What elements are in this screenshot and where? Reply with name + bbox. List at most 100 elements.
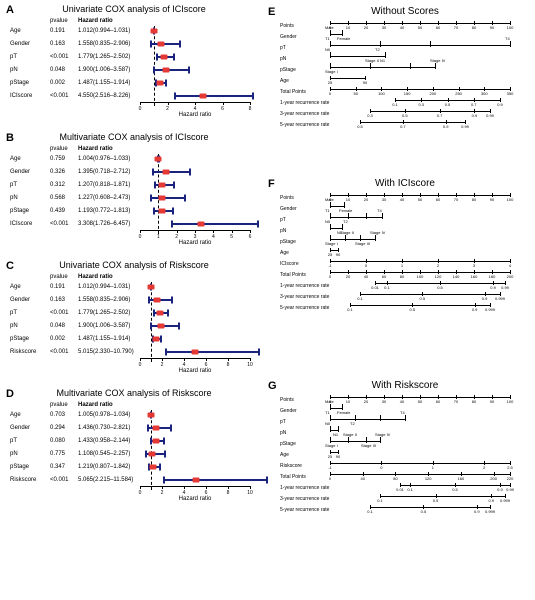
forest-row: pT0.3121.207(0.818–1.871) — [10, 178, 260, 191]
variable-name: pStage — [10, 80, 50, 86]
forest-row: Gender0.1631.558(0.835–2.906) — [10, 293, 260, 306]
nomo-row: pStageStage IStage IIStage IIIStage IV — [280, 438, 530, 449]
variable-name: pN — [10, 451, 50, 457]
pvalue: <0.001 — [50, 477, 78, 483]
nomo-variable: pT — [280, 419, 330, 425]
nomo-scale: MaleFemale — [330, 405, 525, 416]
forest-marker — [140, 460, 250, 473]
nomo-variable: pStage — [280, 239, 330, 245]
forest-marker — [140, 280, 250, 293]
nomo-variable: pN — [280, 228, 330, 234]
nomo-row: 5-year recurrence rate0.10.50.90.999 — [280, 504, 530, 515]
hr-header: Hazard ratio — [78, 18, 140, 24]
nomo-scale: Stage IStage IIStage IIIStage IV — [330, 236, 525, 247]
pvalue: 0.703 — [50, 412, 78, 418]
hr-header: Hazard ratio — [78, 146, 140, 152]
hazard-ratio: 1.004(0.976–1.033) — [78, 156, 140, 162]
variable-name: Riskscore — [10, 477, 50, 483]
nomo-variable: Gender — [280, 206, 330, 212]
variable-name: Gender — [10, 297, 50, 303]
nomo-scale: 0102030405060708090100 — [330, 192, 525, 203]
forest-marker — [140, 63, 250, 76]
forest-marker — [140, 50, 250, 63]
nomo-scale: 0102030405060708090100 — [330, 20, 525, 31]
pvalue: <0.001 — [50, 93, 78, 99]
nomo-variable: pN — [280, 56, 330, 62]
nomo-row: GenderMaleFemale — [280, 203, 530, 214]
pvalue-header: pvalue — [50, 18, 78, 24]
forest-row: Gender0.3261.395(0.718–2.712) — [10, 165, 260, 178]
nomo-row: 3-year recurrence rate0.10.50.90.999 — [280, 291, 530, 302]
nomo-scale: 0.010.10.50.90.99 — [330, 280, 525, 291]
pvalue: 0.163 — [50, 41, 78, 47]
nomo-row: Total Points04080120160200220 — [280, 471, 530, 482]
pvalue: <0.001 — [50, 349, 78, 355]
forest-row: pStage0.0021.487(1.155–1.914) — [10, 76, 260, 89]
hazard-ratio: 1.005(0.978–1.034) — [78, 412, 140, 418]
nomo-scale: MaleFemale — [330, 203, 525, 214]
nomo-scale: T1T2T4 — [330, 416, 525, 427]
pvalue: <0.001 — [50, 54, 78, 60]
pvalue: 0.048 — [50, 323, 78, 329]
nomo-variable: Gender — [280, 34, 330, 40]
hazard-ratio: 1.207(0.818–1.871) — [78, 182, 140, 188]
forest-marker — [140, 345, 250, 358]
pvalue: 0.326 — [50, 169, 78, 175]
nomo-variable: 1-year recurrence rate — [280, 283, 330, 289]
nomo-row: 5-year recurrence rate0.10.50.90.999 — [280, 302, 530, 313]
nomo-variable: 5-year recurrence rate — [280, 122, 330, 128]
nomo-variable: Points — [280, 195, 330, 201]
forest-row: pT<0.0011.779(1.265–2.502) — [10, 50, 260, 63]
panel-label-E: E — [268, 6, 275, 18]
variable-name: pN — [10, 195, 50, 201]
forest-marker — [140, 306, 250, 319]
nomo-variable: 5-year recurrence rate — [280, 305, 330, 311]
forest-marker — [140, 89, 250, 102]
forest-row: Age0.7031.005(0.978–1.034) — [10, 408, 260, 421]
forest-marker — [140, 293, 250, 306]
hr-header: Hazard ratio — [78, 274, 140, 280]
panel-title-D: Multivariate COX analysis of Riskscore — [24, 388, 244, 398]
nomo-scale: 2590 — [330, 449, 525, 460]
forest-marker — [140, 191, 250, 204]
pvalue: <0.001 — [50, 221, 78, 227]
nomo-scale: Stage IStage IIStage IV — [330, 64, 525, 75]
variable-name: pT — [10, 182, 50, 188]
nomo-variable: Age — [280, 250, 330, 256]
pvalue: 0.775 — [50, 451, 78, 457]
forest-axis: 0246810Hazard ratio — [140, 486, 250, 502]
nomo-row: Riskscore-10122.5 — [280, 460, 530, 471]
nomo-variable: Age — [280, 452, 330, 458]
pvalue: 0.163 — [50, 297, 78, 303]
forest-row: Gender0.1631.558(0.835–2.906) — [10, 37, 260, 50]
forest-row: pN0.0481.900(1.006–3.587) — [10, 63, 260, 76]
hazard-ratio: 1.219(0.807–1.842) — [78, 464, 140, 470]
forest-marker — [140, 408, 250, 421]
forest-row: ICIscore<0.0013.308(1.726–6.457) — [10, 217, 260, 230]
hazard-ratio: 1.433(0.958–2.144) — [78, 438, 140, 444]
nomogram-E: Without ScoresPoints01020304050607080901… — [280, 6, 530, 130]
hr-header: Hazard ratio — [78, 402, 140, 408]
forest-axis: 02468Hazard ratio — [140, 102, 250, 118]
nomo-variable: Points — [280, 397, 330, 403]
nomo-row: Total Points020406080100120140160180200 — [280, 269, 530, 280]
forest-marker — [140, 165, 250, 178]
forest-marker — [140, 24, 250, 37]
pvalue: 0.048 — [50, 67, 78, 73]
panel-label-G: G — [268, 380, 277, 392]
forest-row: pN0.5681.227(0.608–2.473) — [10, 191, 260, 204]
nomo-variable: Gender — [280, 408, 330, 414]
panel-label-B: B — [6, 132, 14, 144]
nomo-scale: MaleFemale — [330, 31, 525, 42]
nomo-scale: 2590 — [330, 247, 525, 258]
variable-name: Age — [10, 284, 50, 290]
nomo-row: Points0102030405060708090100 — [280, 192, 530, 203]
panel-title-A: Univariate COX analysis of ICIscore — [24, 4, 244, 14]
forest-marker — [140, 434, 250, 447]
nomo-variable: 1-year recurrence rate — [280, 100, 330, 106]
nomo-row: 1-year recurrence rate0.10.30.50.70.9 — [280, 97, 530, 108]
nomo-row: Total Points050100150200250300350 — [280, 86, 530, 97]
hazard-ratio: 1.558(0.835–2.906) — [78, 297, 140, 303]
nomo-row: Points0102030405060708090100 — [280, 394, 530, 405]
nomo-row: pTT1T2T4 — [280, 42, 530, 53]
